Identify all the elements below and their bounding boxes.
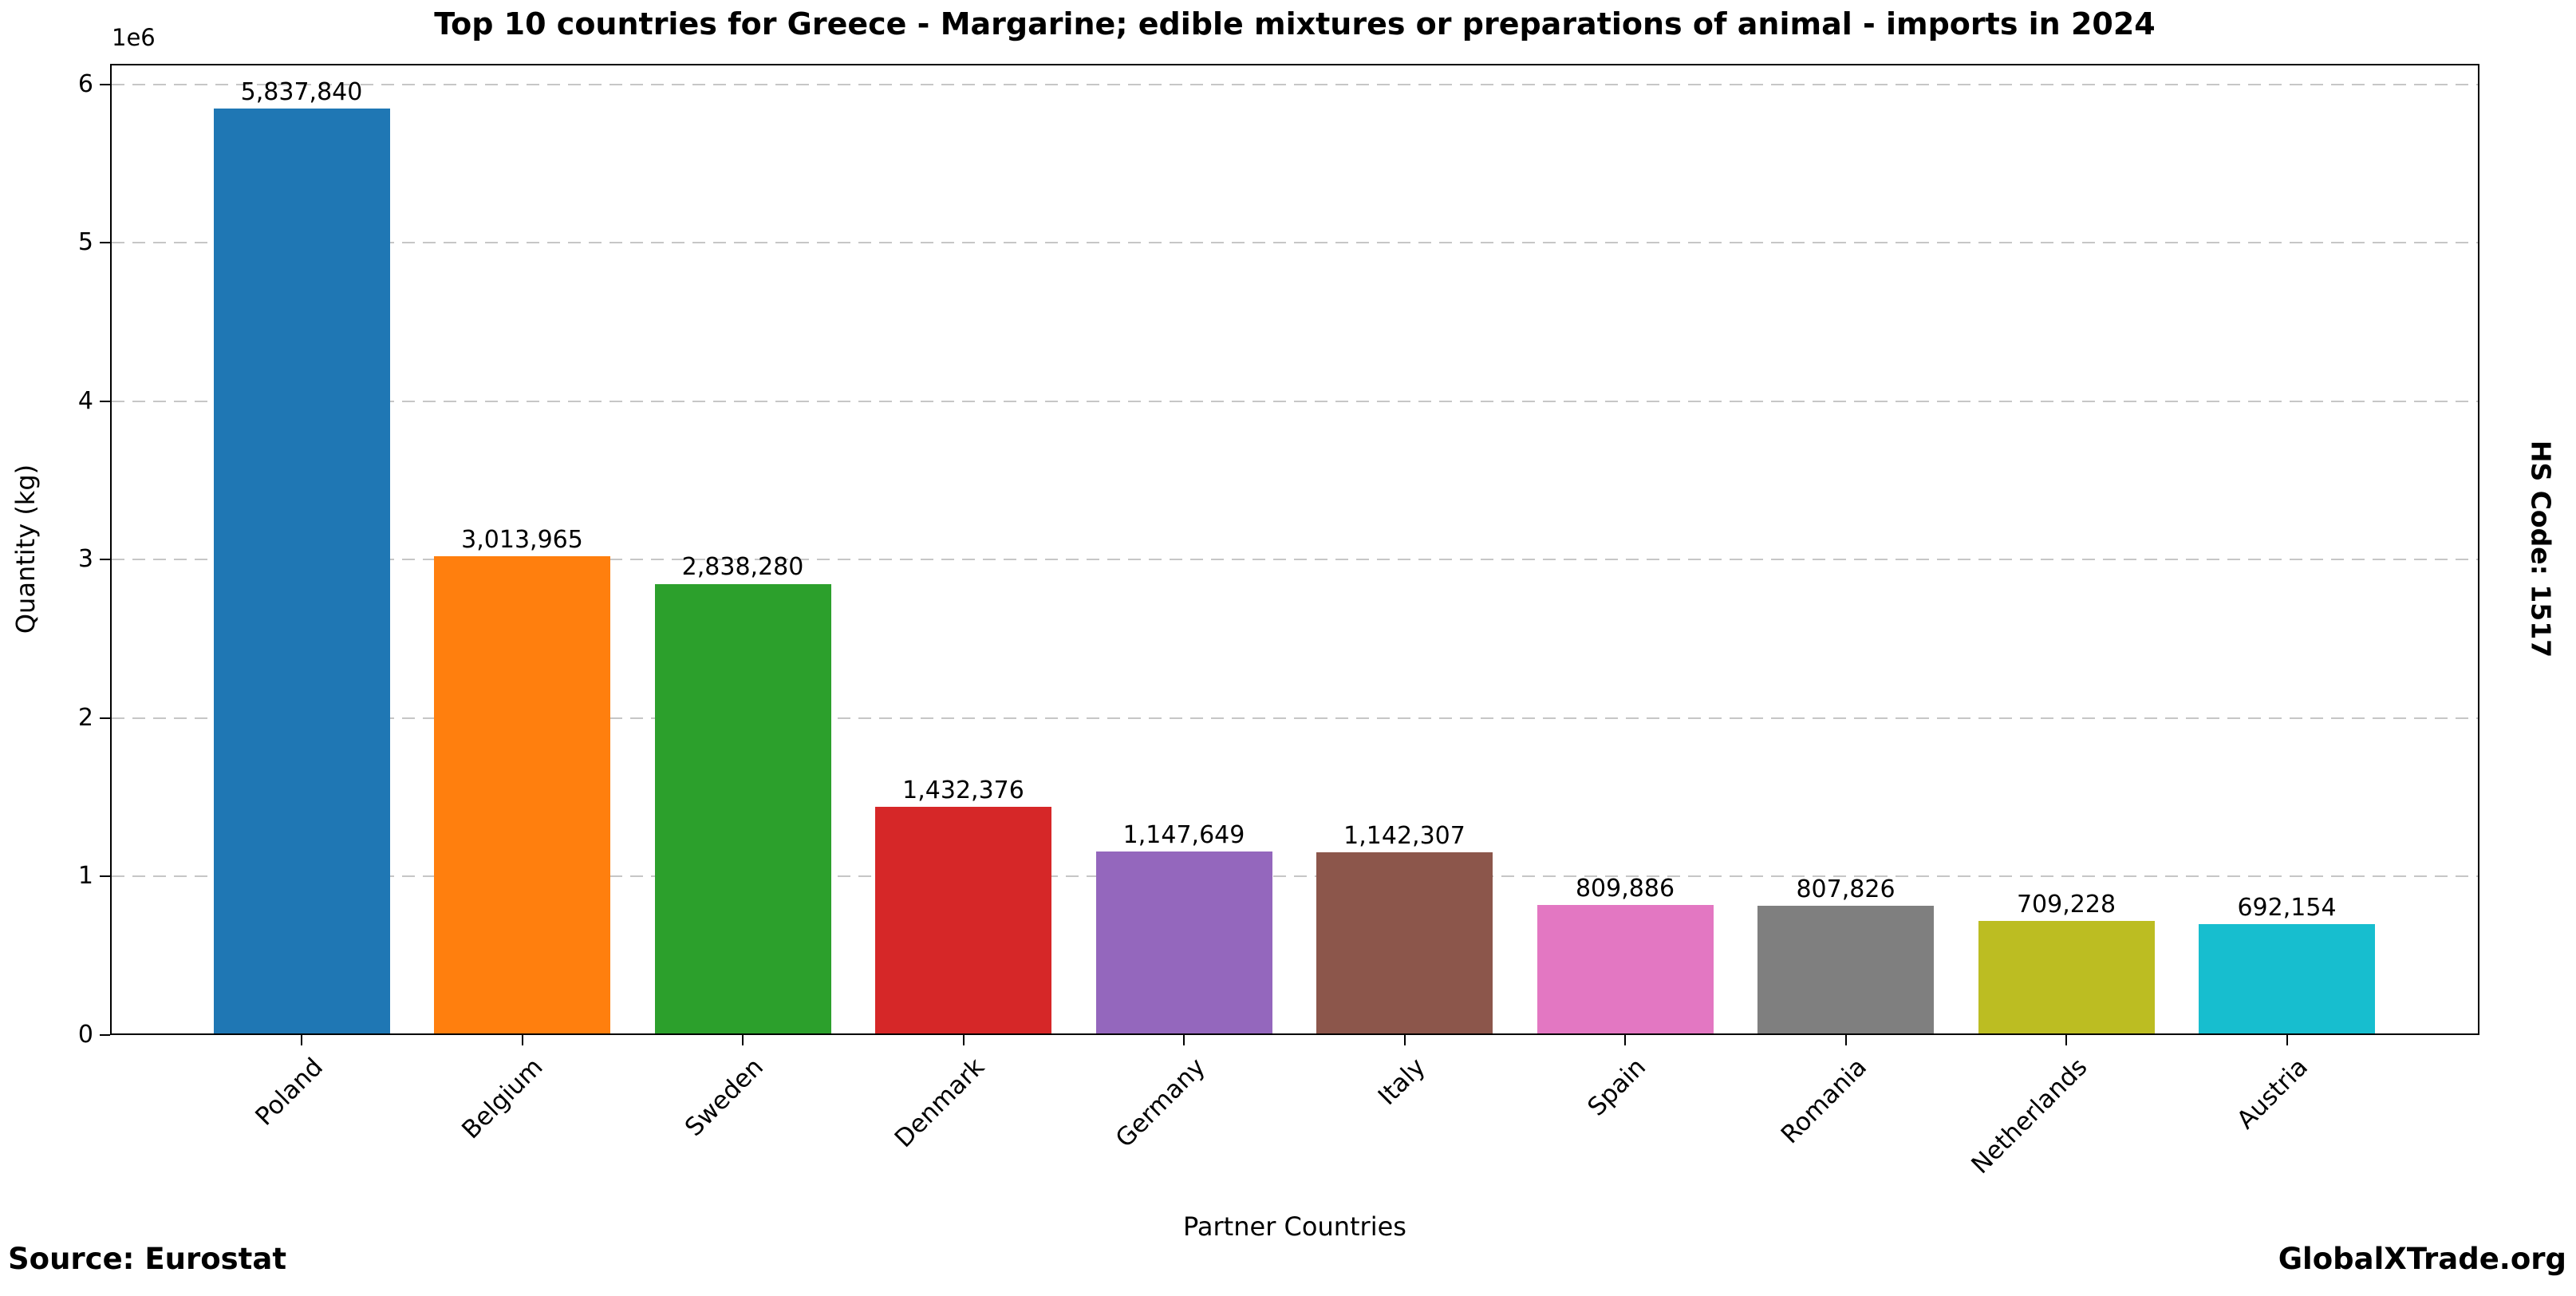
x-tick-label-denmark: Denmark (889, 1053, 990, 1154)
bar-value-label-italy: 1,142,307 (1343, 822, 1466, 851)
y-tick-mark (100, 400, 110, 402)
x-tick-mark (301, 1035, 302, 1045)
gridline-y-5 (112, 242, 2478, 244)
chart-title: Top 10 countries for Greece - Margarine;… (434, 6, 2156, 41)
bar-value-label-belgium: 3,013,965 (461, 525, 583, 554)
y-tick-mark (100, 875, 110, 878)
bar-value-label-poland: 5,837,840 (240, 77, 363, 106)
x-tick-label-belgium: Belgium (456, 1053, 549, 1145)
x-tick-label-austria: Austria (2231, 1053, 2314, 1135)
y-tick-label-3: 3 (77, 545, 93, 574)
bar-sweden (654, 583, 831, 1033)
y-tick-mark (100, 559, 110, 561)
x-tick-label-poland: Poland (249, 1053, 329, 1132)
x-tick-mark (2065, 1035, 2067, 1045)
y-tick-label-4: 4 (77, 386, 93, 415)
bar-italy (1316, 852, 1493, 1033)
bar-denmark (875, 806, 1051, 1033)
gridline-y-4 (112, 400, 2478, 402)
x-tick-mark (742, 1035, 744, 1045)
y-tick-label-6: 6 (77, 69, 93, 98)
brand-label: GlobalXTrade.org (2278, 1242, 2566, 1276)
y-tick-label-2: 2 (77, 703, 93, 732)
bar-value-label-spain: 809,886 (1575, 875, 1675, 903)
bar-value-label-austria: 692,154 (2237, 893, 2337, 922)
bar-netherlands (1978, 921, 2155, 1033)
x-tick-label-sweden: Sweden (680, 1053, 770, 1143)
y-tick-label-1: 1 (77, 862, 93, 891)
bar-value-label-romania: 807,826 (1796, 875, 1896, 903)
y-tick-mark (100, 1034, 110, 1036)
x-tick-mark (962, 1035, 965, 1045)
bar-belgium (434, 555, 610, 1033)
x-tick-mark (1624, 1035, 1626, 1045)
bar-value-label-denmark: 1,432,376 (902, 776, 1024, 804)
bar-spain (1537, 905, 1714, 1033)
x-tick-label-italy: Italy (1372, 1053, 1431, 1112)
hs-code-label: HS Code: 1517 (2525, 440, 2557, 658)
y-tick-label-5: 5 (77, 228, 93, 257)
x-tick-mark (2286, 1035, 2288, 1045)
y-tick-label-0: 0 (77, 1021, 93, 1049)
x-tick-label-netherlands: Netherlands (1966, 1053, 2093, 1180)
bar-value-label-germany: 1,147,649 (1122, 821, 1245, 850)
bar-value-label-netherlands: 709,228 (2016, 891, 2116, 919)
y-tick-mark (100, 83, 110, 85)
x-tick-label-germany: Germany (1110, 1053, 1211, 1154)
x-tick-mark (521, 1035, 523, 1045)
x-tick-mark (1403, 1035, 1406, 1045)
gridline-y-2 (112, 717, 2478, 719)
x-axis-title: Partner Countries (1183, 1211, 1406, 1242)
bar-poland (213, 108, 390, 1033)
y-axis-offset-label: 1e6 (112, 24, 156, 51)
x-tick-mark (1844, 1035, 1847, 1045)
x-tick-label-spain: Spain (1582, 1053, 1652, 1122)
bar-austria (2199, 923, 2375, 1033)
gridline-y-1 (112, 875, 2478, 878)
plot-area: 5,837,840 3,013,965 2,838,280 1,432,376 1,14… (110, 64, 2479, 1035)
gridline-y-3 (112, 559, 2478, 561)
source-label: Source: Eurostat (8, 1242, 287, 1276)
bar-romania (1757, 905, 1934, 1033)
x-tick-mark (1183, 1035, 1185, 1045)
y-tick-mark (100, 242, 110, 244)
bar-value-label-sweden: 2,838,280 (681, 553, 804, 582)
y-tick-mark (100, 717, 110, 719)
gridline-y-6 (112, 83, 2478, 85)
bar-germany (1095, 851, 1272, 1033)
x-tick-label-romania: Romania (1775, 1053, 1872, 1150)
